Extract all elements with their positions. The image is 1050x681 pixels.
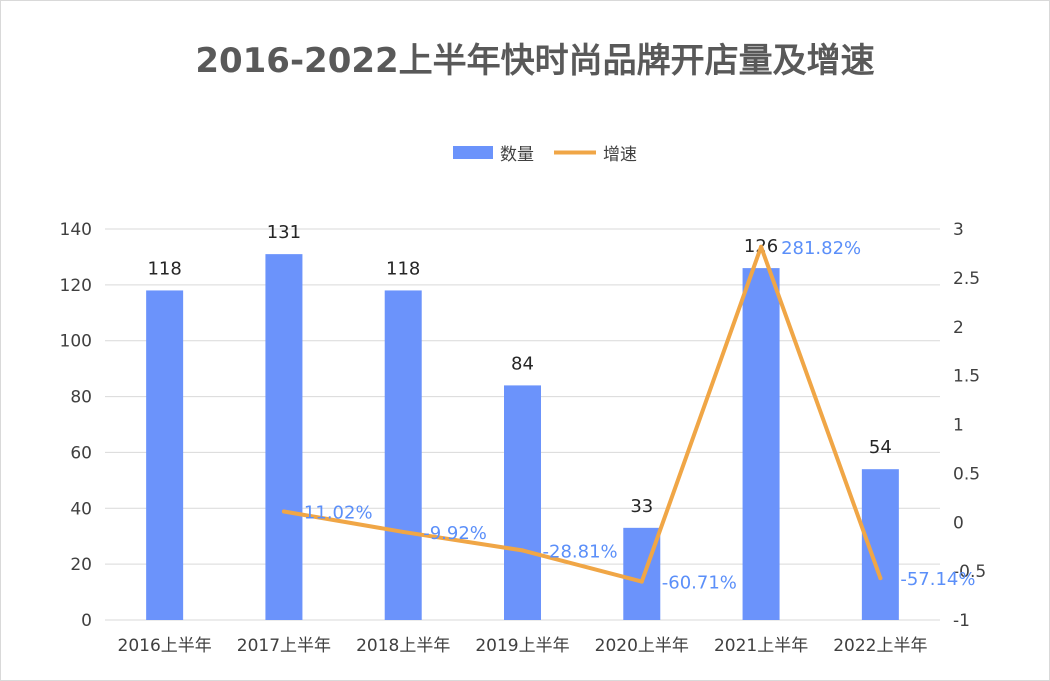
bar-value-label: 54 — [869, 437, 892, 458]
chart-title: 2016-2022上半年快时尚品牌开店量及增速 — [195, 41, 874, 81]
bar-value-label: 84 — [511, 353, 534, 374]
x-tick-label: 2019上半年 — [475, 636, 569, 656]
left-tick-label: 20 — [70, 555, 92, 575]
x-tick-label: 2020上半年 — [595, 636, 689, 656]
growth-value-label: -60.71% — [662, 573, 737, 594]
left-axis: 0 20 40 60 80 100 120 140 — [60, 220, 92, 631]
growth-value-label: 281.82% — [781, 238, 861, 259]
growth-point — [520, 548, 525, 553]
bar-series — [146, 254, 899, 620]
bar — [504, 385, 541, 620]
legend: 数量 增速 — [453, 145, 637, 165]
left-tick-label: 80 — [70, 388, 92, 408]
x-tick-label: 2016上半年 — [118, 636, 212, 656]
x-tick-label: 2021上半年 — [714, 636, 808, 656]
left-tick-label: 100 — [60, 332, 92, 352]
growth-value-label: -28.81% — [543, 541, 618, 562]
right-tick-label: 1.5 — [953, 367, 980, 387]
left-tick-label: 140 — [60, 220, 92, 240]
bar — [384, 290, 422, 620]
x-tick-label: 2022上半年 — [833, 636, 927, 656]
bar — [146, 290, 184, 620]
x-axis: 2016上半年 2017上半年 2018上半年 2019上半年 2020上半年 2021上… — [118, 636, 928, 656]
bar — [742, 268, 780, 620]
right-tick-label: 0 — [953, 513, 964, 533]
left-tick-label: 120 — [60, 276, 92, 296]
growth-point — [759, 244, 764, 249]
x-tick-label: 2017上半年 — [237, 636, 331, 656]
line-labels: 11.02% -9.92% -28.81% -60.71% 281.82% -57.14% — [304, 238, 976, 594]
bar-value-label: 131 — [267, 222, 301, 243]
growth-point — [401, 529, 406, 534]
growth-value-label: 11.02% — [304, 502, 373, 523]
legend-swatch-bar — [453, 146, 493, 159]
bar-value-label: 118 — [386, 258, 420, 279]
gridlines — [105, 228, 940, 621]
legend-label-bar: 数量 — [500, 145, 534, 165]
left-tick-label: 60 — [70, 443, 92, 463]
bar-value-label: 118 — [147, 258, 181, 279]
right-tick-label: 2.5 — [953, 269, 980, 289]
growth-point — [281, 509, 286, 514]
growth-line — [281, 244, 883, 584]
growth-value-label: -9.92% — [423, 523, 487, 544]
left-tick-label: 0 — [81, 611, 92, 631]
bar-value-label: 33 — [630, 496, 653, 517]
right-tick-label: 0.5 — [953, 464, 980, 484]
right-tick-label: 1 — [953, 416, 964, 436]
left-tick-label: 40 — [70, 499, 92, 519]
right-axis: -1 -0.5 0 0.5 1 1.5 2 2.5 3 — [953, 220, 986, 631]
legend-label-line: 增速 — [603, 145, 637, 165]
right-tick-label: -1 — [953, 611, 970, 631]
right-tick-label: -0.5 — [953, 562, 986, 582]
right-tick-label: 3 — [953, 220, 964, 240]
growth-point — [639, 579, 644, 584]
growth-value-label: -57.14% — [900, 569, 975, 590]
bar — [265, 254, 303, 620]
line-series — [281, 244, 883, 584]
growth-point — [878, 576, 883, 581]
x-tick-label: 2018上半年 — [356, 636, 450, 656]
right-tick-label: 2 — [953, 318, 964, 338]
